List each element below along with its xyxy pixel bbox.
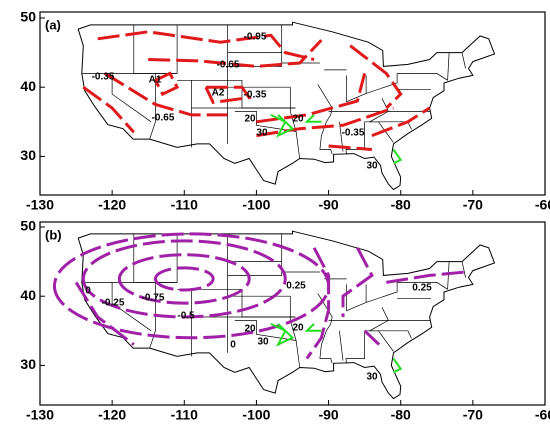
station-contour [270, 322, 295, 347]
contour-label: -0.65 [152, 113, 175, 124]
contour-label: 0 [230, 340, 236, 351]
contour-label: 20 [244, 324, 256, 335]
state-border [345, 121, 365, 155]
contour [117, 253, 251, 305]
contour [256, 73, 367, 124]
contour [104, 72, 228, 117]
x-tick-label: -110 [171, 407, 198, 423]
state-border [397, 282, 448, 290]
x-tick-label: -120 [98, 407, 126, 423]
state-border [339, 330, 344, 361]
contour-label: 20 [292, 323, 304, 334]
us-outline [77, 21, 496, 191]
contour [204, 85, 252, 105]
contour-label: 30 [366, 161, 378, 172]
state-border [364, 330, 412, 339]
contour [154, 71, 180, 97]
contour-label: -0.5 [177, 311, 195, 322]
contour-label: -0.75 [142, 293, 165, 304]
state-border [234, 111, 297, 132]
contour [81, 239, 287, 319]
x-tick-label: -100 [242, 197, 270, 213]
contour-label: -0.65 [217, 60, 240, 71]
contour [305, 247, 331, 360]
x-tick-label: -110 [171, 197, 198, 213]
contour-label: 30 [366, 372, 378, 383]
state-border [345, 330, 365, 364]
panel-frame [39, 221, 546, 406]
contour [74, 281, 135, 346]
station-contour [304, 323, 322, 332]
x-tick-label: -60 [535, 197, 550, 213]
state-border [461, 52, 466, 69]
contour [148, 39, 323, 68]
state-border [447, 261, 450, 290]
state-border [149, 73, 156, 140]
contour-label: -0.95 [244, 32, 267, 43]
y-tick-label: 40 [20, 78, 36, 94]
state-border [461, 261, 466, 278]
contour-label: -0.35 [244, 90, 267, 101]
contour [97, 30, 315, 61]
station-contour [304, 114, 322, 123]
x-tick-label: -100 [242, 407, 270, 423]
state-border [447, 52, 450, 81]
contour-label: 0.25 [412, 283, 432, 294]
x-tick-label: -90 [318, 407, 338, 423]
contour [153, 266, 215, 292]
contour-label: 0.25 [286, 281, 306, 292]
y-tick-label: 50 [20, 218, 36, 234]
contour [371, 106, 431, 138]
x-tick-label: -120 [98, 197, 126, 213]
x-tick-label: -130 [26, 197, 54, 213]
y-tick-label: 40 [20, 287, 36, 303]
contour [341, 247, 374, 317]
panel-frame [39, 11, 546, 196]
contour-label: -0.25 [102, 298, 125, 309]
x-tick-label: -130 [26, 407, 54, 423]
state-border [397, 73, 448, 81]
station-contour [270, 113, 295, 138]
x-tick-label: -80 [391, 197, 411, 213]
x-tick-label: -90 [318, 197, 338, 213]
y-tick-label: 30 [20, 147, 36, 163]
y-tick-label: 30 [20, 356, 36, 372]
contour-label: 30 [257, 337, 269, 348]
state-border [234, 320, 297, 341]
contour-label: -0.35 [92, 72, 115, 83]
contour [256, 106, 394, 138]
x-tick-label: -60 [535, 407, 550, 423]
contour [328, 144, 373, 151]
panel-label: (b) [45, 227, 62, 242]
x-tick-label: -80 [391, 407, 411, 423]
state-border [149, 282, 156, 349]
contour-label: 0 [85, 286, 91, 297]
state-border [111, 73, 152, 123]
state-border [317, 293, 333, 364]
contour-label: 20 [244, 114, 256, 125]
station-contour [392, 357, 403, 374]
us-outline [77, 230, 496, 400]
x-tick-label: -70 [463, 407, 483, 423]
contour-label: A1 [149, 75, 162, 86]
contour-label: -0.35 [342, 128, 365, 139]
panel-label: (a) [45, 17, 61, 32]
contour [386, 270, 466, 284]
contour-label: 30 [256, 128, 268, 139]
x-tick-label: -70 [463, 197, 483, 213]
contour [363, 329, 381, 346]
contour [349, 44, 403, 110]
state-border [111, 282, 152, 332]
state-border [227, 86, 301, 159]
contour [82, 85, 135, 134]
contour-label: A2 [212, 88, 225, 99]
station-contour [392, 148, 403, 165]
contour-label: 20 [292, 114, 304, 125]
y-tick-label: 50 [20, 9, 36, 25]
